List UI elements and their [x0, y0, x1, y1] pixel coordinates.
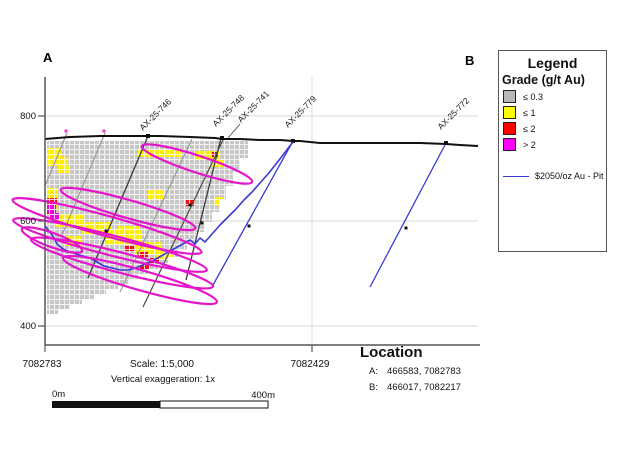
legend-pit-line-item: $2050/oz Au - Pit	[503, 171, 606, 181]
label-ax-25-741: AX-25-741	[235, 88, 271, 124]
y-tick-600: 600	[20, 216, 36, 227]
location-value-a: 466583, 7082783	[387, 366, 461, 377]
location-block: Location A: 466583, 7082783 B: 466017, 7…	[360, 344, 461, 393]
legend-item-gt2: > 2	[503, 138, 606, 151]
trace-ax-25-746	[87, 135, 149, 279]
y-tick-800: 800	[20, 111, 36, 122]
grade-swatch-red	[503, 122, 516, 135]
label-ax-25-746: AX-25-746	[137, 96, 173, 132]
x-tick-7082429: 7082429	[291, 359, 330, 370]
location-value-b: 466017, 7082217	[387, 382, 461, 393]
y-axis-labels: 800 600 400	[20, 111, 36, 332]
drill-labels: AX-25-746 AX-25-748 AX-25-741 AX-25-779 …	[137, 88, 471, 132]
grade-swatch-yellow	[503, 106, 516, 119]
trace-ax-25-779	[212, 140, 294, 286]
scale-bar-left-label: 0m	[52, 389, 65, 400]
legend-subtitle: Grade (g/t Au)	[502, 73, 585, 87]
label-leader-line	[227, 123, 241, 139]
vertical-exaggeration-text: Vertical exaggeration: 1x	[111, 374, 215, 385]
scale-bar: 0m 400m	[52, 389, 275, 409]
label-ax-25-779: AX-25-779	[282, 93, 318, 129]
legend-item-le2: ≤ 2	[503, 122, 606, 135]
mineralization-ellipses	[11, 143, 254, 306]
surface-topography-line	[44, 135, 479, 147]
grade-swatch-gray	[503, 90, 516, 103]
historic-collar-markers	[64, 129, 106, 133]
legend-item-le1: ≤ 1	[503, 106, 606, 119]
axis-ticks	[38, 115, 313, 352]
legend-item-le03: ≤ 0.3	[503, 90, 606, 103]
y-tick-400: 400	[20, 321, 36, 332]
location-title: Location	[360, 344, 423, 361]
section-endpoint-b: B	[465, 53, 475, 68]
location-key-b: B:	[369, 382, 378, 393]
legend-item-label: ≤ 2	[523, 123, 536, 134]
location-row-a: A: 466583, 7082783	[360, 366, 461, 377]
location-row-b: B: 466017, 7082217	[360, 382, 461, 393]
trace-ax-25-741	[142, 139, 224, 308]
trace-depth-dots	[104, 203, 408, 233]
scale-text: Scale: 1:5,000	[130, 359, 194, 370]
legend-item-label: > 2	[523, 139, 536, 150]
grade-swatch-magenta	[503, 138, 516, 151]
scale-bar-right-label: 400m	[251, 390, 275, 401]
pit-line-sample	[503, 175, 529, 177]
legend-title: Legend	[527, 55, 578, 71]
scale-bar-white-half	[159, 400, 269, 409]
scale-annotations: Scale: 1:5,000 Vertical exaggeration: 1x	[111, 359, 215, 385]
section-endpoint-a: A	[43, 50, 53, 65]
legend-item-label: ≤ 0.3	[523, 91, 543, 102]
legend-item-label: ≤ 1	[523, 107, 536, 118]
legend-box: Legend Grade (g/t Au) ≤ 0.3 ≤ 1 ≤ 2 > 2 …	[498, 50, 607, 252]
scale-bar-black-half	[52, 401, 160, 408]
location-key-a: A:	[369, 366, 378, 377]
pit-line-label: $2050/oz Au - Pit	[535, 171, 604, 181]
axes	[44, 77, 480, 346]
x-axis-labels: 7082783 7082429	[23, 359, 330, 370]
x-tick-7082783: 7082783	[23, 359, 62, 370]
label-ax-25-772: AX-25-772	[435, 95, 471, 131]
trace-ax-25-772	[369, 142, 447, 288]
